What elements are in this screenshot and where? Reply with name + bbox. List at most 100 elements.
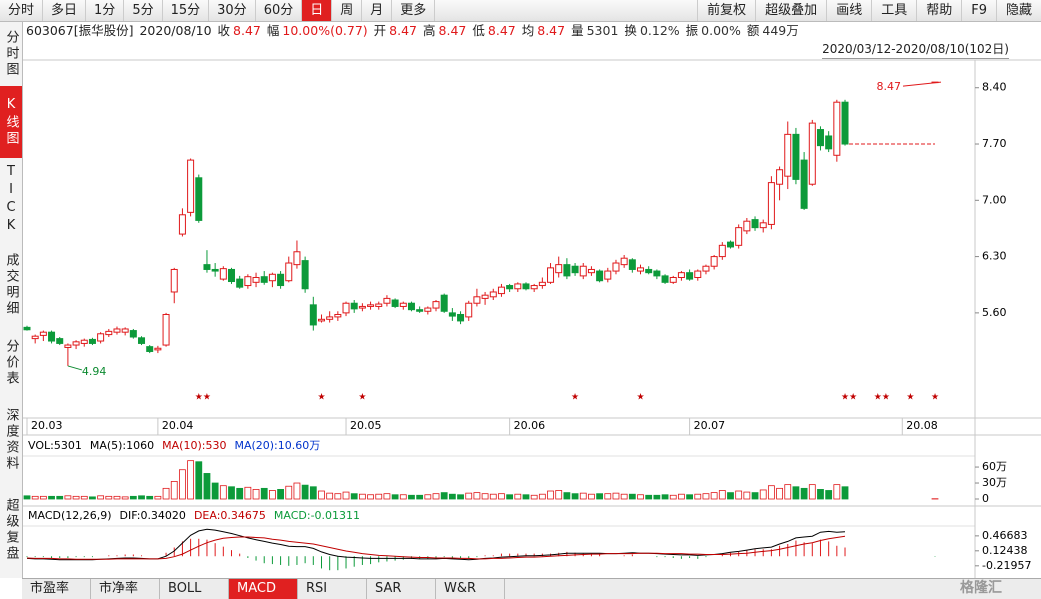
period-tab[interactable]: 多日 [43,0,86,21]
volume-bar [335,494,341,499]
period-tab[interactable]: 更多 [392,0,435,21]
candle-body [237,279,243,287]
indicator-tab[interactable]: RSI [298,579,367,599]
volume-bar [261,488,267,499]
y-tick-label: 5.60 [982,306,1007,319]
period-tab[interactable]: 5分 [124,0,162,21]
field-label: 开 [374,23,387,38]
indicator-tab[interactable]: BOLL [160,579,229,599]
tool-button[interactable]: 超级叠加 [755,0,826,21]
volume-bar [294,483,300,499]
indicator-header: DEA:0.34675 [194,509,266,522]
volume-bar [114,496,120,499]
period-tab[interactable]: 月 [362,0,392,21]
volume-bar [89,497,95,499]
candle-body [155,348,161,350]
y-tick-label: 60万 [982,460,1007,473]
volume-bar [826,490,832,499]
candle-body [57,339,63,344]
volume-bar [777,488,783,499]
candle-body [621,258,627,264]
volume-bar [727,493,733,499]
side-tab[interactable]: TICK [0,158,22,242]
tool-button[interactable]: 前复权 [697,0,755,21]
side-tab[interactable]: K线图 [0,86,22,158]
period-tab[interactable]: 周 [332,0,362,21]
volume-bar [687,495,693,499]
candle-body [65,345,71,347]
period-tab[interactable]: 30分 [209,0,256,21]
period-tab[interactable]: 日 [302,0,332,21]
volume-bar [482,494,488,499]
volume-bar [253,489,259,499]
volume-bar [523,495,529,499]
candle-body [343,303,349,313]
indicator-tab[interactable]: MACD [229,579,298,599]
candle-body [727,242,733,247]
indicator-header: DIF:0.34020 [120,509,186,522]
indicator-tab[interactable]: W&R [436,579,505,599]
period-tab[interactable]: 15分 [163,0,210,21]
candle-body [24,327,30,329]
candle-body [376,304,382,306]
candle-body [711,257,717,267]
indicator-header: MACD:-0.01311 [274,509,360,522]
candle-body [556,265,562,273]
watermark: 格隆汇 [960,578,1002,598]
side-tab[interactable]: 超级复盘 [0,482,22,578]
indicator-tab[interactable]: SAR [367,579,436,599]
period-tab[interactable]: 1分 [86,0,124,21]
tool-button[interactable]: F9 [961,0,996,21]
candle-body [147,347,153,352]
side-tab[interactable]: 分价表 [0,328,22,398]
volume-bar [793,487,799,499]
side-tab[interactable]: 深度资料 [0,398,22,482]
event-marker: ★ [571,393,579,403]
event-marker: ★ [931,393,939,403]
event-marker: ★ [874,393,882,403]
candle-body [212,269,218,271]
volume-bar [57,496,63,499]
tool-button[interactable]: 隐藏 [996,0,1041,21]
side-tab[interactable]: 成交明细 [0,242,22,328]
side-tab[interactable]: 分时图 [0,22,22,86]
volume-bar [654,495,660,499]
annotation: 4.94 [82,365,107,378]
volume-bar [376,494,382,499]
event-marker: ★ [317,393,325,403]
x-tick-label: 20.08 [906,419,938,432]
indicator-header: VOL:5301 [28,439,82,452]
candle-body [359,306,365,308]
candle-body [163,314,169,345]
volume-bar [556,490,562,499]
dif-line [27,529,935,560]
tool-button[interactable]: 工具 [871,0,916,21]
tool-button[interactable]: 画线 [826,0,871,21]
volume-bar [49,496,55,499]
candle-body [98,334,104,341]
volume-bar [106,496,112,499]
y-tick-label: 30万 [982,476,1007,489]
field-value: 10.00%(0.77) [282,23,367,38]
x-tick-label: 20.06 [514,419,546,432]
volume-bar [229,487,235,499]
tool-button[interactable]: 帮助 [916,0,961,21]
period-tab[interactable]: 60分 [256,0,303,21]
candle-body [368,305,374,307]
candle-body [826,136,832,149]
date-range[interactable]: 2020/03/12-2020/08/10(102日) [822,40,1009,59]
period-tab[interactable]: 分时 [0,0,43,21]
volume-bar [130,496,136,499]
volume-bar [139,496,145,499]
volume-bar [196,462,202,499]
indicator-tab[interactable]: 市净率 [91,579,160,599]
annotation-arrow [68,366,82,370]
annotation: 8.47 [877,80,902,93]
volume-bar [768,486,774,499]
indicator-tab[interactable]: 市盈率 [22,579,91,599]
volume-bar [466,493,472,499]
candle-body [777,170,783,184]
volume-bar [441,493,447,499]
